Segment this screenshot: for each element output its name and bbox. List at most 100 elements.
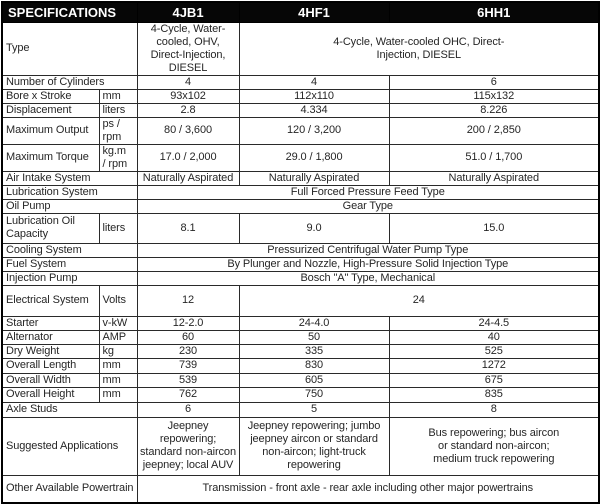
air-intake-value-6hh1: Naturally Aspirated (388, 170, 600, 186)
type-value-text: 4-Cycle, Water-cooled OHC, Direct-Inject… (333, 35, 505, 61)
starter-value-4jb1: 12-2.0 (136, 315, 240, 331)
row-overall-length: Overall Length mm 739 830 1272 (1, 357, 600, 374)
overall-height-unit: mm (98, 386, 138, 403)
alternator-label: Alternator (1, 329, 100, 345)
overall-height-value-4jb1: 762 (136, 386, 240, 403)
max-torque-value-4hf1: 29.0 / 1,800 (238, 143, 390, 172)
row-overall-height: Overall Height mm 762 750 835 (1, 386, 600, 403)
lubrication-oil-capacity-value-6hh1: 15.0 (388, 212, 600, 244)
overall-width-value-6hh1: 675 (388, 372, 600, 388)
lubrication-oil-capacity-label: Lubrication Oil Capacity (1, 212, 100, 244)
max-torque-label: Maximum Torque (1, 143, 100, 172)
alternator-value-4hf1: 50 (238, 329, 390, 345)
axle-studs-value-4jb1: 6 (136, 401, 240, 418)
bore-stroke-value-4hf1: 112x110 (238, 88, 390, 104)
oil-pump-value: Gear Type (136, 198, 600, 214)
overall-width-value-4hf1: 605 (238, 372, 390, 388)
row-alternator: Alternator AMP 60 50 40 (1, 329, 600, 345)
lubrication-oil-capacity-value-4hf1: 9.0 (238, 212, 390, 244)
row-starter: Starter v-kW 12-2.0 24-4.0 24-4.5 (1, 315, 600, 331)
displacement-value-4jb1: 2.8 (136, 102, 240, 118)
displacement-value-4hf1: 4.334 (238, 102, 390, 118)
cooling-system-value: Pressurized Centrifugal Water Pump Type (136, 242, 600, 258)
other-powertrain-label: Other Available Powertrain (1, 474, 138, 504)
row-overall-width: Overall Width mm 539 605 675 (1, 372, 600, 388)
lubrication-system-label: Lubrication System (1, 184, 138, 200)
alternator-value-4jb1: 60 (136, 329, 240, 345)
type-value-4hf1-6hh1: 4-Cycle, Water-cooled OHC, Direct-Inject… (238, 21, 600, 76)
max-torque-unit: kg.m / rpm (98, 143, 138, 172)
displacement-unit: liters (98, 102, 138, 118)
air-intake-value-4jb1: Naturally Aspirated (136, 170, 240, 186)
type-label: Type (1, 21, 138, 76)
overall-length-value-4jb1: 739 (136, 357, 240, 374)
oil-pump-label: Oil Pump (1, 198, 138, 214)
cylinders-value-4hf1: 4 (238, 74, 390, 90)
axle-studs-value-6hh1: 8 (388, 401, 600, 418)
overall-height-value-6hh1: 835 (388, 386, 600, 403)
overall-length-label: Overall Length (1, 357, 100, 374)
overall-height-value-4hf1: 750 (238, 386, 390, 403)
row-dry-weight: Dry Weight kg 230 335 525 (1, 343, 600, 359)
row-injection-pump: Injection Pump Bosch "A" Type, Mechanica… (1, 270, 600, 286)
bore-stroke-label: Bore x Stroke (1, 88, 100, 104)
cylinders-label: Number of Cylinders (1, 74, 138, 90)
electrical-system-label: Electrical System (1, 284, 100, 317)
cooling-system-label: Cooling System (1, 242, 138, 258)
header-row: SPECIFICATIONS 4JB1 4HF1 6HH1 (1, 1, 600, 23)
row-max-torque: Maximum Torque kg.m / rpm 17.0 / 2,000 2… (1, 143, 600, 172)
row-max-output: Maximum Output ps / rpm 80 / 3,600 120 /… (1, 116, 600, 145)
cylinders-value-6hh1: 6 (388, 74, 600, 90)
overall-length-value-6hh1: 1272 (388, 357, 600, 374)
row-electrical-system: Electrical System Volts 12 24 (1, 284, 600, 317)
max-output-value-4hf1: 120 / 3,200 (238, 116, 390, 145)
bore-stroke-unit: mm (98, 88, 138, 104)
electrical-system-value-4hf1-6hh1: 24 (238, 284, 600, 317)
overall-height-label: Overall Height (1, 386, 100, 403)
dry-weight-label: Dry Weight (1, 343, 100, 359)
lubrication-oil-capacity-unit: liters (98, 212, 138, 244)
lubrication-system-value: Full Forced Pressure Feed Type (136, 184, 600, 200)
dry-weight-value-6hh1: 525 (388, 343, 600, 359)
axle-studs-label: Axle Studs (1, 401, 138, 418)
dry-weight-unit: kg (98, 343, 138, 359)
row-lubrication-oil-capacity: Lubrication Oil Capacity liters 8.1 9.0 … (1, 212, 600, 244)
overall-width-label: Overall Width (1, 372, 100, 388)
suggested-applications-4hf1-text: Jeepney repowering; jumbo jeepney aircon… (247, 420, 381, 471)
axle-studs-value-4hf1: 5 (238, 401, 390, 418)
suggested-applications-label: Suggested Applications (1, 416, 138, 476)
overall-width-unit: mm (98, 372, 138, 388)
max-output-value-4jb1: 80 / 3,600 (136, 116, 240, 145)
row-lubrication-system: Lubrication System Full Forced Pressure … (1, 184, 600, 200)
max-output-label: Maximum Output (1, 116, 100, 145)
alternator-unit: AMP (98, 329, 138, 345)
starter-value-4hf1: 24-4.0 (238, 315, 390, 331)
table-title: SPECIFICATIONS (1, 1, 138, 23)
suggested-applications-value-4jb1: Jeepney repowering; standard non-aircon … (136, 416, 240, 476)
row-displacement: Displacement liters 2.8 4.334 8.226 (1, 102, 600, 118)
other-powertrain-value: Transmission - front axle - rear axle in… (136, 474, 600, 504)
suggested-applications-value-6hh1: Bus repowering; bus aircon or standard n… (388, 416, 600, 476)
air-intake-label: Air Intake System (1, 170, 138, 186)
row-cooling-system: Cooling System Pressurized Centrifugal W… (1, 242, 600, 258)
displacement-label: Displacement (1, 102, 100, 118)
displacement-value-6hh1: 8.226 (388, 102, 600, 118)
row-other-powertrain: Other Available Powertrain Transmission … (1, 474, 600, 504)
row-axle-studs: Axle Studs 6 5 8 (1, 401, 600, 418)
injection-pump-label: Injection Pump (1, 270, 138, 286)
starter-value-6hh1: 24-4.5 (388, 315, 600, 331)
bore-stroke-value-4jb1: 93x102 (136, 88, 240, 104)
row-fuel-system: Fuel System By Plunger and Nozzle, High-… (1, 256, 600, 272)
model-header-4jb1: 4JB1 (136, 1, 240, 23)
model-header-6hh1: 6HH1 (388, 1, 600, 23)
injection-pump-value: Bosch "A" Type, Mechanical (136, 270, 600, 286)
row-bore-stroke: Bore x Stroke mm 93x102 112x110 115x132 (1, 88, 600, 104)
bore-stroke-value-6hh1: 115x132 (388, 88, 600, 104)
air-intake-value-4hf1: Naturally Aspirated (238, 170, 390, 186)
type-value-4jb1: 4-Cycle, Water-cooled, OHV, Direct-Injec… (136, 21, 240, 76)
alternator-value-6hh1: 40 (388, 329, 600, 345)
row-air-intake: Air Intake System Naturally Aspirated Na… (1, 170, 600, 186)
electrical-system-unit: Volts (98, 284, 138, 317)
suggested-applications-6hh1-text: Bus repowering; bus aircon or standard n… (428, 426, 560, 465)
fuel-system-value: By Plunger and Nozzle, High-Pressure Sol… (136, 256, 600, 272)
